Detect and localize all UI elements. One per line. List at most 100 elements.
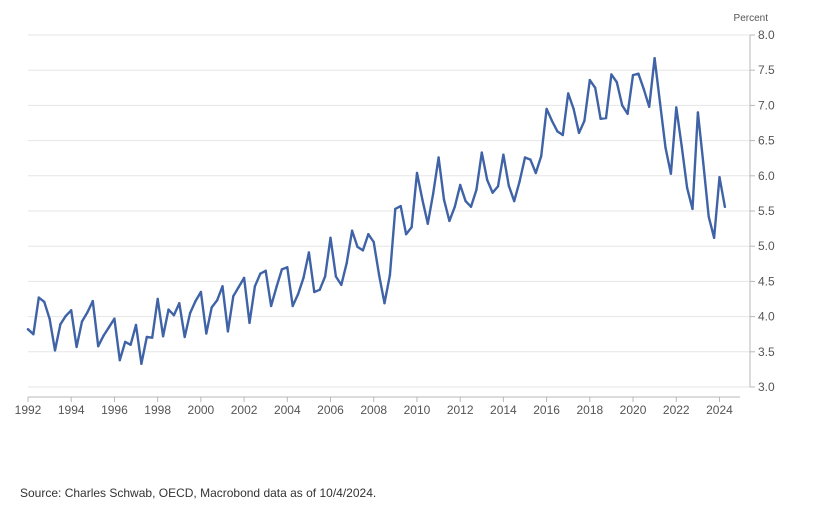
data-point	[561, 133, 564, 137]
data-point	[669, 172, 673, 175]
data-point	[577, 131, 581, 135]
data-point	[615, 81, 618, 84]
x-tick-label: 2020	[620, 403, 647, 417]
data-point	[70, 309, 73, 312]
x-tick-labels: 1992 1994 1996 1998 2000 2002 2004 2006 2008 2010…	[15, 397, 733, 417]
data-point	[296, 292, 300, 296]
y-tick-label: 4.0	[758, 310, 775, 324]
data-point	[205, 332, 208, 335]
data-point	[464, 199, 467, 203]
series-line	[26, 57, 727, 365]
data-point	[621, 104, 624, 107]
data-point	[167, 308, 170, 311]
data-point	[124, 340, 127, 344]
data-point	[232, 295, 235, 298]
y-tick-label: 4.5	[758, 274, 775, 288]
data-point	[80, 320, 84, 323]
data-point	[658, 101, 662, 104]
data-point	[313, 290, 316, 294]
data-point	[345, 261, 348, 265]
y-tick-label: 3.5	[758, 345, 775, 359]
data-point	[291, 304, 294, 308]
data-point	[140, 362, 143, 365]
x-tick-label: 1998	[144, 403, 171, 417]
data-point	[302, 276, 305, 280]
y-tick-label: 5.0	[758, 239, 775, 253]
data-point	[442, 198, 446, 201]
data-point	[323, 275, 327, 278]
data-point	[226, 330, 230, 333]
y-tick-label: 5.5	[758, 204, 775, 218]
data-point	[550, 119, 554, 123]
data-point	[113, 317, 116, 320]
data-point	[696, 111, 700, 114]
x-tick-label: 2006	[317, 403, 344, 417]
data-point	[97, 345, 100, 348]
data-point	[377, 273, 381, 277]
data-point	[691, 207, 694, 211]
data-point	[275, 285, 278, 289]
x-tick-label: 1994	[58, 403, 85, 417]
data-point	[75, 345, 78, 349]
data-point	[151, 336, 154, 339]
y-tick-label: 7.0	[758, 98, 775, 112]
data-point	[491, 191, 494, 194]
data-point	[502, 153, 505, 156]
data-point	[567, 92, 570, 95]
x-tick-label: 2000	[188, 403, 215, 417]
data-point	[32, 333, 35, 336]
data-point	[248, 321, 251, 325]
data-point	[26, 328, 30, 331]
data-point	[48, 317, 51, 320]
axes	[28, 35, 751, 398]
data-point	[367, 233, 370, 236]
data-point	[410, 226, 413, 229]
data-point	[43, 300, 46, 303]
data-point	[102, 334, 105, 337]
data-point	[664, 146, 667, 149]
data-point	[680, 145, 683, 148]
data-point	[685, 186, 689, 189]
data-point	[383, 302, 386, 305]
y-tick-label: 3.0	[758, 380, 775, 394]
data-point	[475, 188, 478, 192]
data-point	[583, 119, 586, 123]
data-point	[421, 198, 424, 201]
data-point	[237, 285, 240, 289]
data-point	[318, 288, 321, 291]
data-point	[653, 57, 656, 60]
data-point	[610, 73, 613, 76]
data-point	[64, 314, 68, 318]
data-point	[594, 86, 597, 90]
data-point	[486, 178, 489, 182]
data-point	[604, 116, 608, 120]
data-point	[253, 285, 257, 288]
x-tick-label: 2022	[663, 403, 690, 417]
data-point	[269, 304, 273, 308]
x-tick-label: 2010	[404, 403, 431, 417]
data-point	[599, 117, 602, 121]
series-layer	[26, 57, 727, 365]
data-point	[286, 266, 289, 269]
data-point	[534, 171, 537, 175]
data-point	[480, 151, 483, 154]
data-point	[350, 229, 354, 232]
data-point	[210, 306, 213, 309]
data-point	[469, 205, 473, 208]
data-point	[437, 156, 440, 159]
data-point	[496, 185, 500, 188]
data-point	[718, 176, 721, 179]
data-point	[37, 296, 40, 299]
x-tick-label: 1992	[15, 403, 42, 417]
data-point	[545, 107, 548, 111]
x-tick-label: 2004	[274, 403, 301, 417]
data-point	[215, 299, 219, 302]
data-point	[161, 335, 165, 338]
data-point	[361, 249, 365, 252]
data-point	[675, 106, 678, 109]
data-point	[259, 272, 262, 275]
y-tick-label: 6.5	[758, 134, 775, 148]
x-tick-label: 2012	[447, 403, 474, 417]
data-point	[307, 251, 311, 254]
